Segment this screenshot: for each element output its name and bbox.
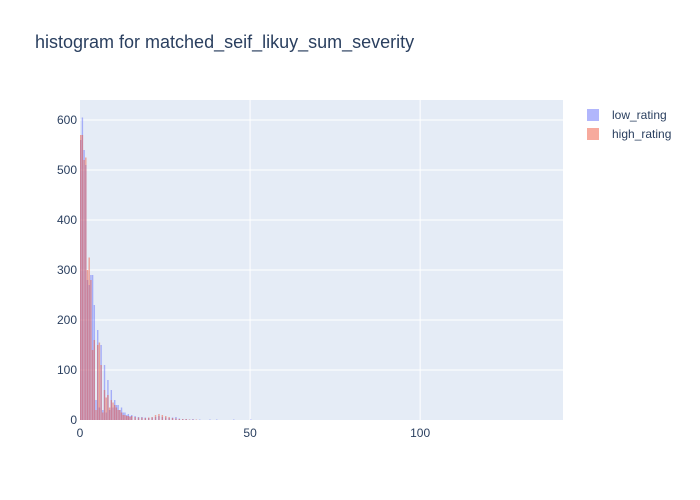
bar-high-rating [80, 135, 82, 420]
bar-high-rating [137, 417, 140, 420]
bars [80, 117, 252, 420]
y-tick-label: 100 [57, 363, 77, 377]
bar-high-rating [115, 407, 118, 420]
bar-low-rating [209, 419, 211, 420]
x-tick-label: 50 [243, 426, 257, 440]
y-tick-label: 600 [57, 113, 77, 127]
bar-high-rating [102, 412, 104, 420]
bar-high-rating [161, 415, 164, 420]
bar-high-rating [98, 342, 101, 420]
bar-high-rating [110, 400, 113, 420]
bar-low-rating [250, 419, 252, 420]
bar-high-rating [114, 405, 116, 420]
grid-lines [80, 100, 563, 420]
y-tick-label: 400 [57, 213, 77, 227]
bar-high-rating [95, 410, 97, 420]
y-tick-label: 500 [57, 163, 77, 177]
x-tick-label: 0 [77, 426, 84, 440]
y-tick-label: 200 [57, 313, 77, 327]
axis-labels: 0 100 200 300 400 500 600 0 50 100 [57, 113, 431, 440]
bar-high-rating [148, 417, 150, 420]
bar-low-rating [233, 419, 235, 420]
bar-high-rating [124, 415, 126, 420]
bar-high-rating [154, 415, 157, 420]
bar-high-rating [93, 340, 96, 420]
y-tick-label: 300 [57, 263, 77, 277]
bar-high-rating [127, 416, 130, 420]
bar-high-rating [144, 418, 147, 420]
bar-high-rating [158, 414, 160, 420]
bar-high-rating [182, 419, 184, 420]
bar-high-rating [100, 365, 102, 420]
bar-high-rating [117, 410, 119, 420]
bar-high-rating [192, 419, 194, 420]
bar-low-rating [216, 419, 218, 420]
bar-high-rating [175, 418, 177, 420]
bar-high-rating [105, 397, 107, 420]
bar-high-rating [171, 418, 174, 420]
bar-high-rating [103, 390, 106, 420]
bar-high-rating [195, 419, 198, 420]
plot-background [80, 100, 563, 420]
bar-high-rating [119, 410, 121, 420]
bar-high-rating [81, 135, 84, 420]
bar-high-rating [122, 415, 124, 420]
bar-high-rating [85, 157, 87, 420]
bar-high-rating [178, 419, 181, 420]
bar-high-rating [112, 402, 114, 420]
bar-high-rating [108, 407, 111, 420]
bar-high-rating [129, 417, 131, 420]
y-tick-label: 0 [70, 413, 77, 427]
bar-high-rating [83, 160, 85, 420]
bar-high-rating [88, 257, 90, 420]
bar-high-rating [131, 416, 133, 420]
bar-high-rating [90, 280, 92, 420]
bar-high-rating [188, 419, 191, 420]
bar-high-rating [107, 395, 109, 420]
bar-high-rating [91, 350, 94, 420]
bar-high-rating [141, 417, 143, 420]
chart-title: histogram for matched_seif_likuy_sum_sev… [35, 32, 415, 52]
bar-high-rating [125, 416, 128, 420]
bar-high-rating [151, 417, 153, 420]
bar-high-rating [168, 417, 170, 420]
bar-high-rating [134, 417, 136, 420]
legend-label: low_rating [612, 108, 667, 122]
bar-high-rating [120, 412, 123, 420]
bar-high-rating [86, 270, 89, 420]
bar-low-rating [199, 419, 201, 420]
legend[interactable]: low_rating high_rating [587, 108, 671, 141]
bar-high-rating [185, 419, 187, 420]
bar-high-rating [97, 345, 99, 420]
legend-swatch [587, 109, 599, 121]
legend-label: high_rating [612, 127, 671, 141]
x-tick-label: 100 [410, 426, 430, 440]
bar-high-rating [165, 416, 167, 420]
bar-low-rating [91, 275, 94, 420]
legend-swatch [587, 128, 599, 140]
